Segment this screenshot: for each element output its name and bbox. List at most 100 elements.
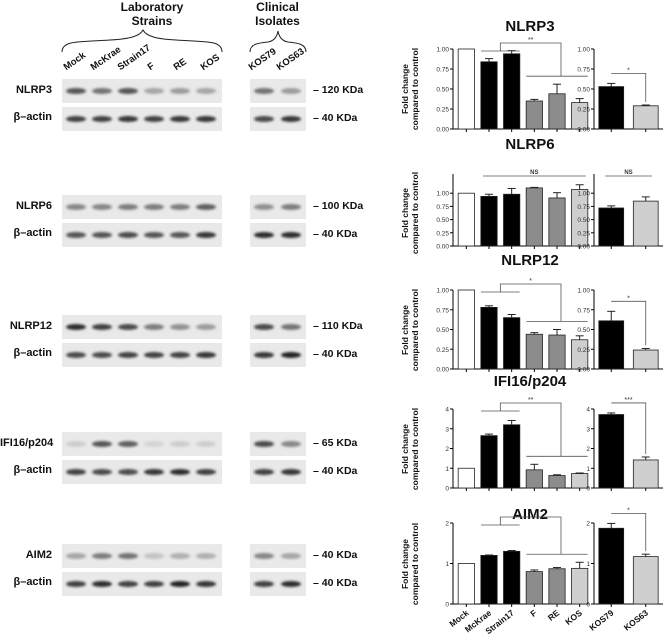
blot-band: [66, 116, 86, 122]
blot-band: [196, 232, 216, 238]
blot-band: [144, 352, 164, 358]
blot-band: [254, 232, 274, 238]
bar: [503, 550, 521, 605]
blot-band: [144, 581, 164, 587]
blot-band: [281, 553, 301, 559]
blot-strip: [250, 343, 306, 367]
blot-band: [254, 581, 274, 587]
chart-title: AIM2: [512, 506, 548, 523]
blot-strip: [62, 315, 222, 339]
blot-band: [281, 116, 301, 122]
loading-control-label: β–actin: [13, 347, 52, 359]
blot-band: [281, 324, 301, 330]
blot-band: [196, 116, 216, 122]
blot-strip: [250, 460, 306, 484]
blot-band: [66, 553, 86, 559]
blot-band: [92, 232, 112, 238]
blot-band: [92, 352, 112, 358]
blot-band: [144, 441, 164, 447]
blot-band: [170, 469, 190, 475]
svg-text:NS: NS: [530, 170, 538, 176]
laboratory-strains-header: Laboratory Strains: [92, 0, 212, 28]
blot-strip: [62, 107, 222, 131]
molecular-weight-marker: – 100 KDa: [313, 200, 364, 212]
svg-text:*: *: [627, 67, 630, 74]
kda-label: 40 KDa: [321, 348, 358, 360]
blot-band: [118, 324, 138, 330]
svg-text:0.50: 0.50: [577, 217, 590, 224]
bar: [598, 207, 625, 247]
molecular-weight-marker: – 40 KDa: [313, 549, 358, 561]
loading-control-label: β–actin: [13, 576, 52, 588]
bar: [632, 556, 659, 605]
svg-text:4: 4: [586, 407, 590, 414]
svg-text:2: 2: [445, 446, 449, 453]
svg-text:3: 3: [445, 426, 449, 433]
svg-text:2: 2: [445, 521, 449, 528]
x-category-label: KOS: [563, 607, 584, 626]
blot-band: [170, 88, 190, 94]
header-line: Strains: [131, 14, 173, 28]
svg-text:0.75: 0.75: [577, 204, 590, 211]
blot-band: [92, 469, 112, 475]
svg-text:0.25: 0.25: [436, 347, 449, 354]
blot-band: [66, 352, 86, 358]
clinical-isolates-header: Clinical Isolates: [245, 0, 310, 28]
target-protein-label: NLRP3: [15, 84, 52, 96]
bar: [480, 555, 498, 605]
blot-band: [196, 352, 216, 358]
group-braces: [61, 28, 307, 53]
blot-band: [144, 232, 164, 238]
svg-text:0.00: 0.00: [436, 127, 449, 134]
blot-band: [118, 352, 138, 358]
blot-band: [281, 204, 301, 210]
svg-text:0.00: 0.00: [436, 244, 449, 251]
svg-text:0.00: 0.00: [577, 367, 590, 374]
blot-band: [118, 469, 138, 475]
svg-text:0.75: 0.75: [436, 67, 449, 74]
svg-text:1: 1: [586, 561, 590, 568]
blot-band: [144, 88, 164, 94]
svg-text:0: 0: [445, 486, 449, 493]
blot-band: [196, 88, 216, 94]
blot-band: [196, 204, 216, 210]
svg-text:1: 1: [586, 466, 590, 473]
svg-text:0.00: 0.00: [436, 367, 449, 374]
blot-strip: [62, 460, 222, 484]
svg-text:0.25: 0.25: [577, 107, 590, 114]
blot-band: [254, 352, 274, 358]
x-category-label: F: [528, 608, 538, 619]
svg-text:0.50: 0.50: [577, 87, 590, 94]
blot-band: [254, 204, 274, 210]
blot-strip: [62, 432, 222, 456]
svg-text:1: 1: [445, 466, 449, 473]
blot-band: [66, 324, 86, 330]
blot-strip: [62, 544, 222, 568]
svg-text:1.00: 1.00: [436, 47, 449, 54]
svg-text:0.50: 0.50: [577, 327, 590, 334]
chart-title: NLRP6: [505, 136, 555, 153]
kda-label: 65 KDa: [321, 437, 358, 449]
molecular-weight-marker: – 40 KDa: [313, 465, 358, 477]
svg-text:1: 1: [445, 561, 449, 568]
svg-text:0.25: 0.25: [436, 230, 449, 237]
blot-band: [254, 88, 274, 94]
svg-text:NS: NS: [624, 170, 632, 176]
x-category-label: RE: [546, 607, 562, 622]
blot-band: [92, 116, 112, 122]
blot-strip: [250, 572, 306, 596]
blot-band: [118, 553, 138, 559]
svg-text:*: *: [529, 511, 532, 518]
svg-text:*: *: [627, 507, 630, 514]
blot-band: [254, 441, 274, 447]
svg-text:0.00: 0.00: [577, 127, 590, 134]
svg-text:1.00: 1.00: [436, 191, 449, 198]
blot-strip: [250, 432, 306, 456]
blot-band: [144, 116, 164, 122]
blot-band: [118, 116, 138, 122]
blot-band: [66, 88, 86, 94]
svg-text:1.00: 1.00: [577, 191, 590, 198]
blot-band: [254, 116, 274, 122]
